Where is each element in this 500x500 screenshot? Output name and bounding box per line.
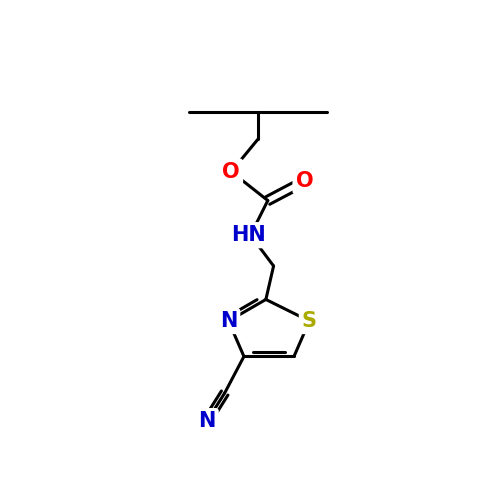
Text: N: N: [220, 311, 237, 331]
Text: S: S: [302, 311, 317, 331]
Text: HN: HN: [231, 225, 266, 245]
Text: O: O: [222, 162, 240, 182]
Text: O: O: [296, 172, 313, 192]
Text: N: N: [198, 411, 216, 431]
